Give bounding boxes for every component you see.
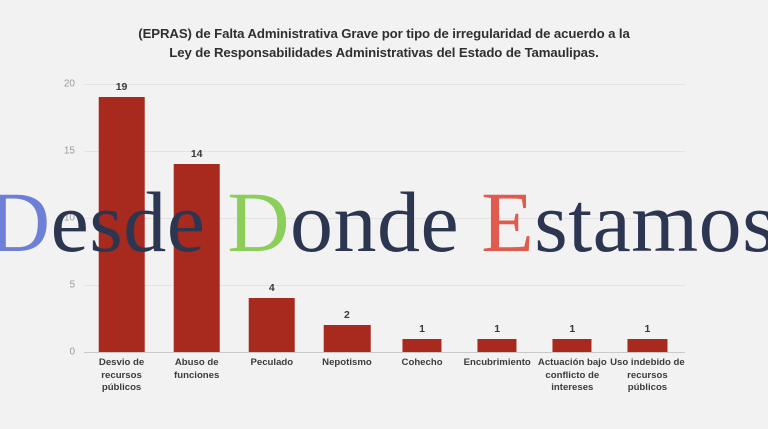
x-axis-label: Actuación bajo conflicto de intereses [535, 357, 610, 395]
y-axis-tick-label: 15 [63, 145, 75, 157]
x-axis-label: Desvio de recursos públicos [84, 357, 159, 395]
bar-slot: 4 [234, 84, 309, 352]
x-axis-label-line: conflicto de [545, 369, 600, 381]
gridline-15: 15 [64, 146, 685, 157]
x-axis-label-line: Peculado [250, 357, 294, 368]
bar[interactable] [98, 97, 145, 352]
x-axis-label-line: Encubrimiento [463, 357, 531, 368]
bar-slot: 1 [610, 84, 685, 352]
x-axis-label-line: Nepotismo [322, 357, 372, 368]
bar-value-label: 14 [190, 148, 203, 161]
bar[interactable] [323, 325, 371, 352]
bar-value-label: 1 [569, 322, 576, 335]
bar[interactable] [552, 338, 592, 352]
x-axis-label-line: Actuación bajo [537, 357, 607, 368]
bar-slot: 14 [159, 84, 234, 352]
x-axis-label-line: públicos [101, 382, 142, 393]
x-axis-label: Encubrimiento [460, 357, 535, 370]
bar[interactable] [248, 298, 296, 352]
bar[interactable] [402, 338, 442, 352]
watermark-segment: D [0, 174, 51, 270]
x-axis-label-line: intereses [551, 382, 594, 393]
x-axis-label-line: públicos [627, 382, 668, 393]
y-axis-tick-label: 10 [63, 212, 75, 224]
bar-value-label: 4 [268, 282, 275, 295]
bar-value-label: 1 [419, 322, 425, 335]
bar-slot: 1 [535, 84, 610, 352]
x-axis-label: Nepotismo [309, 357, 384, 370]
bar[interactable] [627, 338, 667, 352]
bar[interactable] [477, 338, 517, 352]
x-axis-label: Uso indebido de recursos públicos [610, 357, 685, 395]
x-axis-label: Peculado [234, 357, 309, 370]
chart-title-line-2: Ley de Responsabilidades Administrativas… [169, 45, 599, 60]
bar-value-label: 19 [115, 81, 128, 94]
x-axis-label-line: funciones [174, 369, 220, 381]
bar-value-label: 1 [494, 322, 501, 335]
chart-title: (EPRAS) de Falta Administrativa Grave po… [64, 24, 704, 62]
x-axis-label-line: Cohecho [401, 357, 443, 368]
bar-slot: 2 [309, 84, 384, 352]
bar[interactable] [173, 164, 220, 352]
x-axis-label: Abuso de funciones [159, 357, 234, 382]
x-axis-label-line: Abuso de [174, 357, 219, 368]
bar-slot: 1 [385, 84, 460, 352]
x-axis-label-line: Desvio de [98, 357, 145, 368]
y-axis-tick-label: 0 [69, 346, 75, 358]
bar-value-label: 2 [344, 309, 350, 322]
gridline-20: 20 [64, 79, 685, 90]
gridline-10: 10 [64, 213, 685, 224]
bar-slot: 1 [460, 84, 535, 352]
y-axis-tick-label: 5 [69, 279, 75, 291]
bar-value-label: 1 [644, 322, 651, 335]
x-axis-label-line: recursos [101, 369, 142, 381]
x-axis-label-line: Uso indebido de [610, 357, 685, 368]
plot-area: 0 5 10 15 20 19 14 4 2 1 1 1 1 [64, 79, 685, 358]
bars-group: 19 14 4 2 1 1 1 1 [84, 81, 685, 352]
x-axis-label-line: recursos [627, 369, 668, 381]
chart-title-line-1: (EPRAS) de Falta Administrativa Grave po… [138, 26, 630, 41]
x-axis-label: Cohecho [385, 357, 460, 370]
gridline-0: 0 [69, 347, 685, 358]
x-axis-labels: Desvio de recursos públicos Abuso de funcion… [84, 357, 685, 423]
gridline-5: 5 [69, 280, 685, 291]
bar-slot: 19 [84, 81, 159, 352]
y-axis-tick-label: 20 [63, 78, 75, 90]
